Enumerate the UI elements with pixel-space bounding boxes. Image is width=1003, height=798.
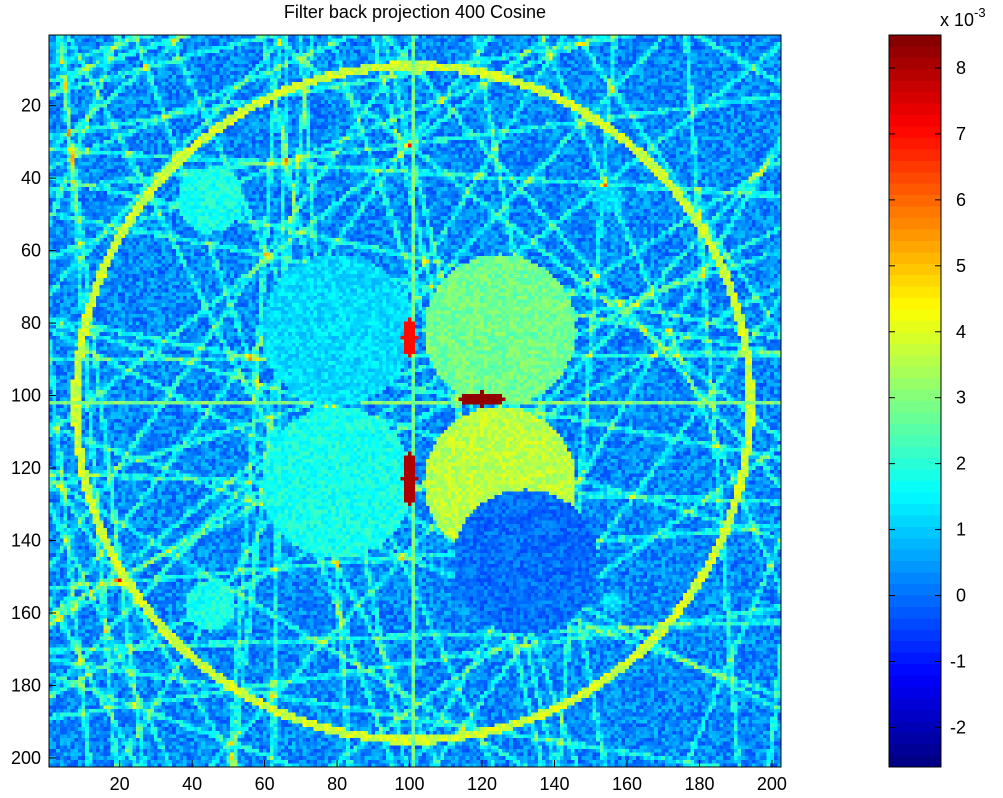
colorbar-tick-label: 3 (956, 388, 966, 408)
x-tick-label: 200 (757, 774, 787, 794)
colorbar-tick-label: 7 (956, 124, 966, 144)
y-axis: 20 40 60 80 100 120 140 160 180 200 (11, 96, 56, 768)
chart-title: Filter back projection 400 Cosine (284, 2, 546, 22)
colorbar-tick-label: 6 (956, 190, 966, 210)
plot-area (48, 34, 782, 768)
colorbar-tick-label: -1 (950, 651, 966, 671)
y-tick-label: 60 (21, 241, 41, 261)
x-tick-label: 60 (255, 774, 275, 794)
colorbar-gradient (889, 35, 941, 767)
colorbar-tick-label: 0 (956, 586, 966, 606)
x-tick-label: 40 (182, 774, 202, 794)
colorbar-tick-label: 8 (956, 58, 966, 78)
y-tick-label: 160 (11, 603, 41, 623)
x-tick-label: 120 (467, 774, 497, 794)
colorbar: -2 -1 0 1 2 3 4 5 6 7 8 x 10-3 (888, 5, 986, 768)
colorbar-tick-label: 1 (956, 520, 966, 540)
colorbar-frame (888, 34, 942, 768)
y-tick-label: 140 (11, 531, 41, 551)
colorbar-ticks: -2 -1 0 1 2 3 4 5 6 7 8 (889, 58, 966, 737)
y-tick-label: 120 (11, 458, 41, 478)
x-tick-label: 100 (395, 774, 425, 794)
y-tick-label: 80 (21, 313, 41, 333)
x-tick-label: 180 (684, 774, 714, 794)
y-tick-label: 100 (11, 386, 41, 406)
colorbar-tick-label: 4 (956, 322, 966, 342)
colorbar-tick-label: -2 (950, 717, 966, 737)
colorbar-exponent-label: x 10-3 (940, 5, 986, 30)
colorbar-tick-label: 5 (956, 256, 966, 276)
x-tick-label: 80 (327, 774, 347, 794)
heatmap-image (49, 35, 781, 767)
y-tick-label: 20 (21, 96, 41, 116)
x-tick-label: 160 (612, 774, 642, 794)
plot-frame (48, 34, 782, 768)
y-tick-label: 200 (11, 748, 41, 768)
x-axis: 20 40 60 80 100 120 140 160 180 200 (110, 760, 787, 794)
y-tick-label: 180 (11, 675, 41, 695)
y-tick-label: 40 (21, 168, 41, 188)
x-tick-label: 140 (539, 774, 569, 794)
x-tick-label: 20 (110, 774, 130, 794)
colorbar-tick-label: 2 (956, 454, 966, 474)
